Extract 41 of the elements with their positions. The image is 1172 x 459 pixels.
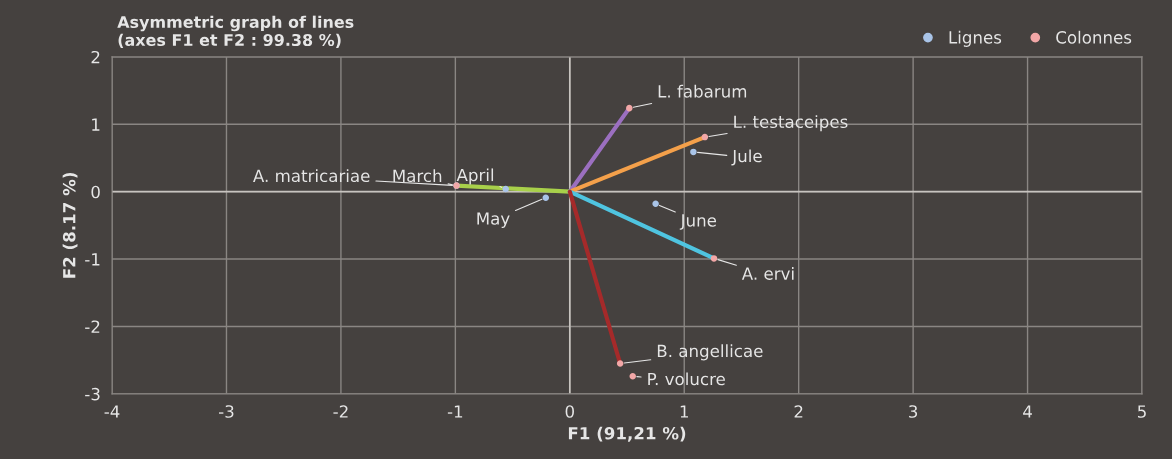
x-tick-label: 0 [565,405,574,418]
x-tick-label: -3 [218,405,234,418]
y-axis-title: F2 (8.17 %) [62,172,78,278]
point [616,360,624,367]
x-tick-label: 2 [794,405,803,418]
annotation: L. fabarum [658,84,747,98]
x-tick-label: -4 [104,405,120,418]
x-axis-title: F1 (91,21 %) [568,426,686,442]
chart-title: Asymmetric graph of lines (axes F1 et F2 : 99.38 %) [117,15,354,48]
y-tick-label: 0 [91,185,100,199]
y-tick-label: 1 [92,118,100,131]
point [626,104,633,112]
x-tick-label: 1 [680,405,688,418]
annotation: A. ervi [741,266,794,280]
y-tick-label: 2 [91,50,100,64]
y-tick-label: -1 [85,253,100,266]
annotation: June [679,214,717,230]
annotation: May [477,212,510,229]
x-tick-label: 4 [1023,405,1032,418]
annotation: B. angellicae [657,344,763,361]
x-tick-label: -2 [333,405,348,418]
annotation: Jule [731,149,762,166]
annotation: A. matricariae [253,169,370,183]
point [542,194,550,201]
x-tick-label: 3 [909,405,918,418]
legend-label: Colonnes [1056,30,1132,44]
annotation: March [393,169,442,183]
y-tick-label: -2 [85,320,100,333]
x-tick-label: -1 [447,405,463,418]
point [701,133,709,141]
point [690,148,697,156]
legend-label: Lignes [949,30,1002,47]
annotation: April [456,168,494,185]
point [710,255,718,262]
point [502,185,509,193]
x-tick-label: 5 [1137,405,1146,418]
annotation: L. testaceipes [734,115,848,132]
annotation: P. volucre [648,372,725,386]
point [629,373,636,380]
y-tick-label: -3 [85,387,100,401]
point [652,200,659,208]
